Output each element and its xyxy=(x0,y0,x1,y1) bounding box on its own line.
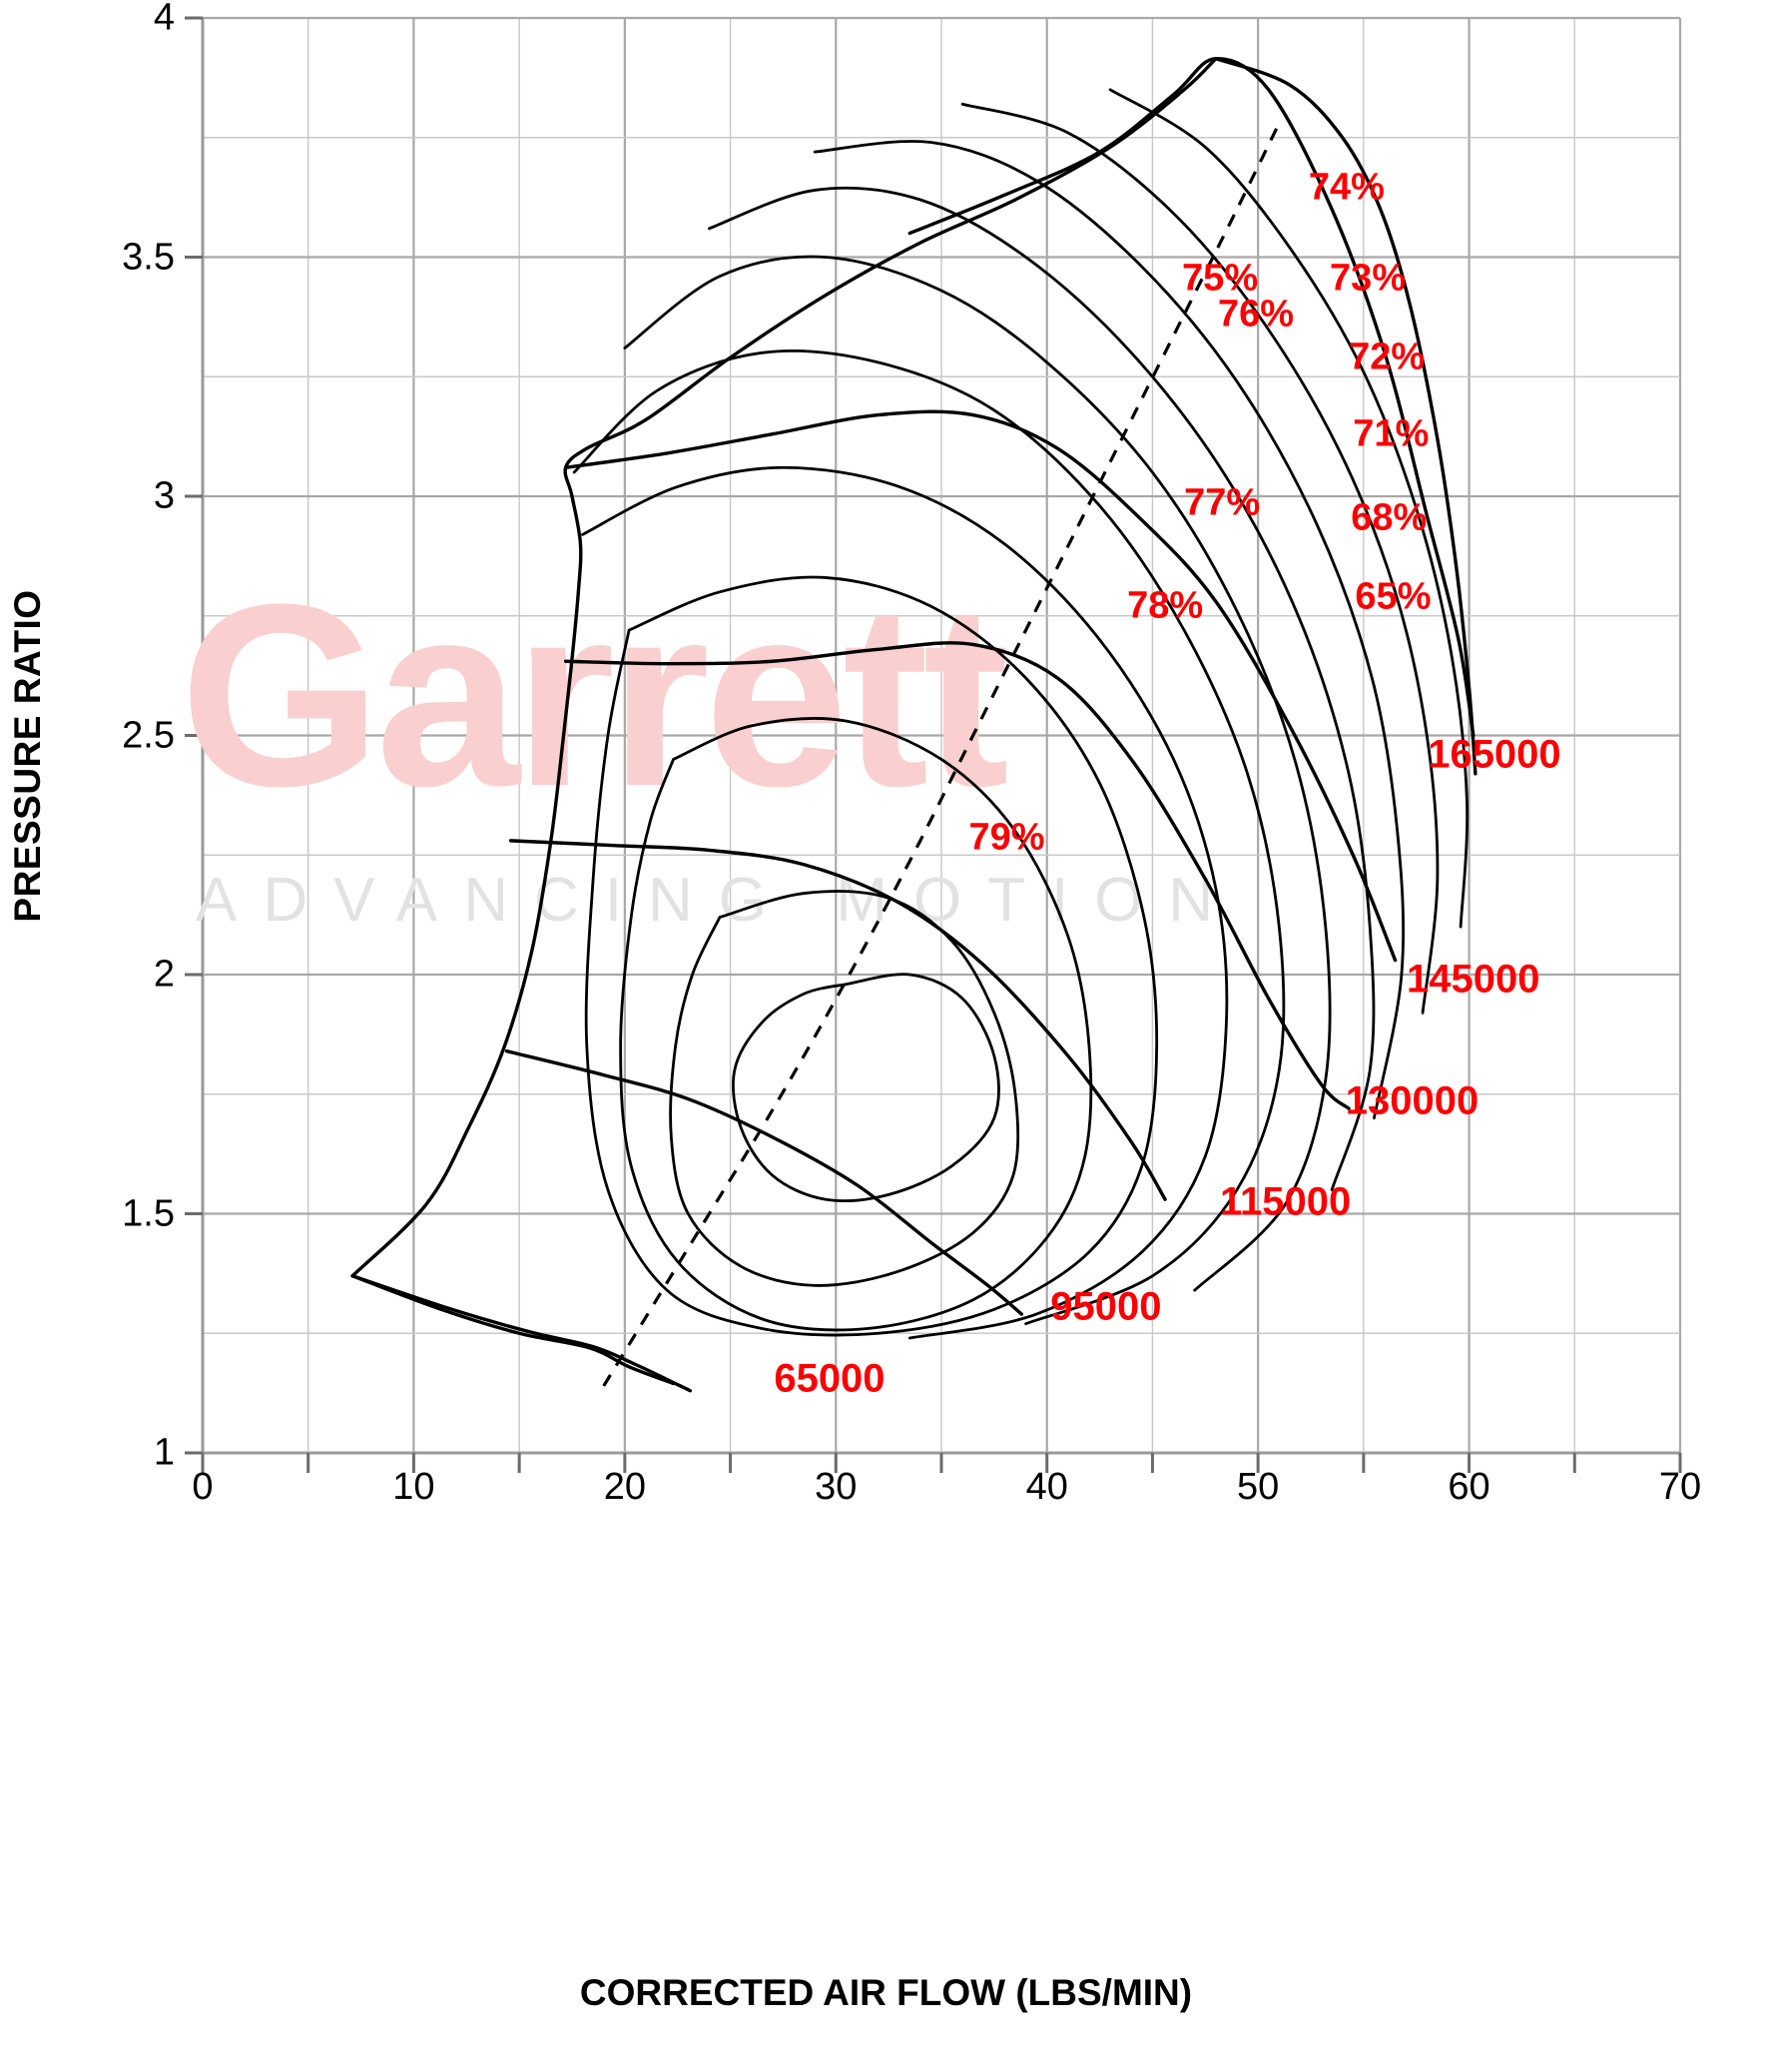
y-tick-label: 1.5 xyxy=(122,1192,175,1234)
speed-label-115000: 115000 xyxy=(1219,1179,1352,1224)
x-tick-label: 20 xyxy=(603,1466,646,1508)
efficiency-label-68pct: 68% xyxy=(1351,496,1428,539)
efficiency-label-74pct: 74% xyxy=(1308,166,1385,209)
x-axis-title: CORRECTED AIR FLOW (LBS/MIN) xyxy=(579,1972,1193,2013)
x-tick-label: 0 xyxy=(192,1466,214,1508)
speed-label-145000: 145000 xyxy=(1407,957,1540,1002)
x-tick-label: 30 xyxy=(815,1466,858,1508)
speed-label-95000: 95000 xyxy=(1050,1284,1162,1329)
y-axis-title: PRESSURE RATIO xyxy=(7,589,48,923)
efficiency-label-73pct: 73% xyxy=(1330,257,1407,300)
garrett-watermark: Garrett xyxy=(180,551,1009,841)
x-tick-label: 50 xyxy=(1237,1466,1280,1508)
y-tick-label: 4 xyxy=(153,0,175,39)
efficiency-label-65pct: 65% xyxy=(1355,575,1432,618)
y-tick-label: 3 xyxy=(153,474,175,517)
efficiency-label-76pct: 76% xyxy=(1217,293,1295,336)
efficiency-label-79pct: 79% xyxy=(968,816,1045,859)
speed-label-130000: 130000 xyxy=(1345,1078,1479,1123)
y-tick-label: 1 xyxy=(153,1431,175,1474)
efficiency-label-78pct: 78% xyxy=(1127,584,1204,627)
speed-label-165000: 165000 xyxy=(1428,732,1561,777)
y-tick-label: 2.5 xyxy=(122,714,175,756)
efficiency-label-71pct: 71% xyxy=(1353,412,1430,455)
x-tick-label: 40 xyxy=(1025,1466,1068,1508)
x-tick-label: 70 xyxy=(1658,1466,1702,1508)
efficiency-label-72pct: 72% xyxy=(1349,336,1426,378)
x-tick-label: 60 xyxy=(1448,1466,1490,1508)
y-tick-label: 2 xyxy=(153,953,175,996)
y-tick-label: 3.5 xyxy=(122,236,175,278)
advancing-motion-watermark: ADVANCING MOTION xyxy=(196,866,1240,935)
x-tick-label: 10 xyxy=(392,1466,435,1508)
efficiency-label-77pct: 77% xyxy=(1184,481,1261,524)
speed-label-65000: 65000 xyxy=(774,1356,886,1401)
